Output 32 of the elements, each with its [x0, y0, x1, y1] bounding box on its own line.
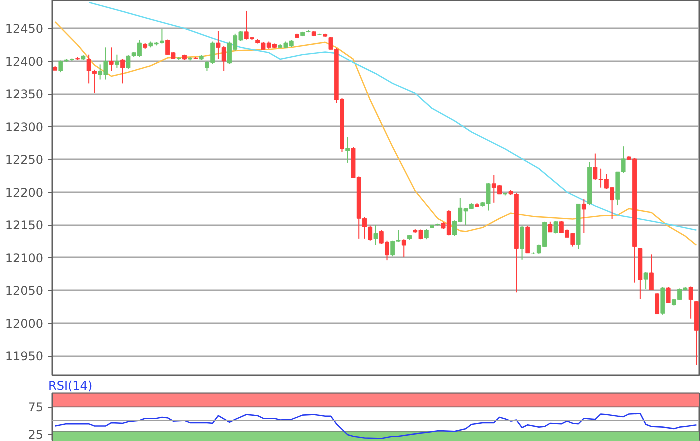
candlestick	[424, 228, 429, 240]
y-tick-label: 25	[28, 428, 44, 441]
y-tick-label: 12200	[5, 186, 44, 200]
candlestick	[582, 198, 586, 234]
y-tick-label: 12050	[5, 284, 44, 298]
candlestick	[109, 47, 114, 72]
y-tick-label: 12100	[5, 251, 44, 266]
candlestick	[688, 286, 694, 320]
y-tick-label: 12150	[5, 218, 44, 233]
y-tick-label: 11950	[5, 350, 44, 364]
line-series	[54, 413, 698, 440]
chart-title: RSI(14)	[48, 379, 93, 393]
line-series	[54, 21, 698, 246]
y-tick-label: 75	[28, 400, 44, 415]
candlestick	[548, 221, 553, 233]
candlestick	[644, 272, 648, 290]
line-series	[88, 2, 698, 232]
y-tick-label: 12300	[5, 120, 44, 134]
candlestick	[655, 292, 660, 315]
y-tick-label: 12350	[5, 88, 44, 102]
y-tick-label: 12000	[5, 316, 44, 331]
candlestick	[374, 224, 378, 246]
candlestick	[649, 254, 654, 291]
candlestick	[346, 136, 350, 164]
candlestick	[114, 54, 120, 68]
candlestick	[666, 286, 671, 304]
y-tick-label: 12250	[5, 153, 44, 168]
candlestick	[120, 58, 126, 84]
y-tick-label: 12450	[5, 22, 44, 36]
y-tick-label: 12400	[5, 54, 44, 69]
candlestick	[402, 239, 406, 258]
candlestick	[520, 226, 524, 260]
